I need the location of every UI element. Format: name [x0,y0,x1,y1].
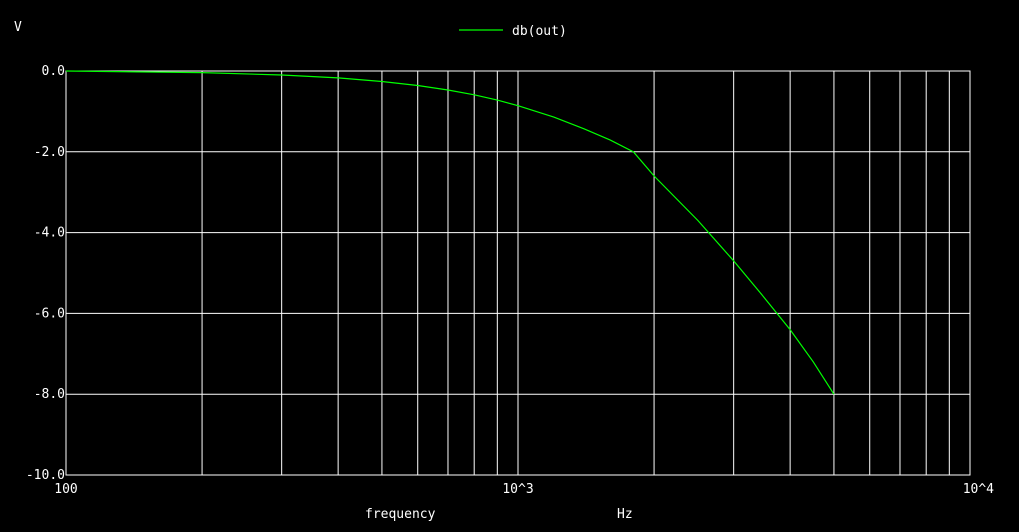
y-tick-label: 0.0 [42,64,65,79]
y-tick-label: -2.0 [34,145,65,160]
plot-frame [65,70,971,476]
x-tick-label: 100 [54,482,77,497]
legend-label: db(out) [512,24,567,39]
legend: db(out) [459,24,567,39]
x-tick-label: 10^4 [963,482,994,497]
grid [65,70,971,476]
plot-border [65,70,971,476]
x-axis-label: frequency [365,507,436,522]
x-tick-label: 10^3 [502,482,533,497]
series-line [65,70,835,395]
y-tick-label: -10.0 [26,468,65,483]
trace-layer [65,70,835,395]
x-axis-unit: Hz [617,507,633,522]
y-axis-label: V [14,20,22,35]
y-tick-label: -4.0 [34,226,65,241]
y-tick-label: -8.0 [34,387,65,402]
y-tick-label: -6.0 [34,306,65,321]
